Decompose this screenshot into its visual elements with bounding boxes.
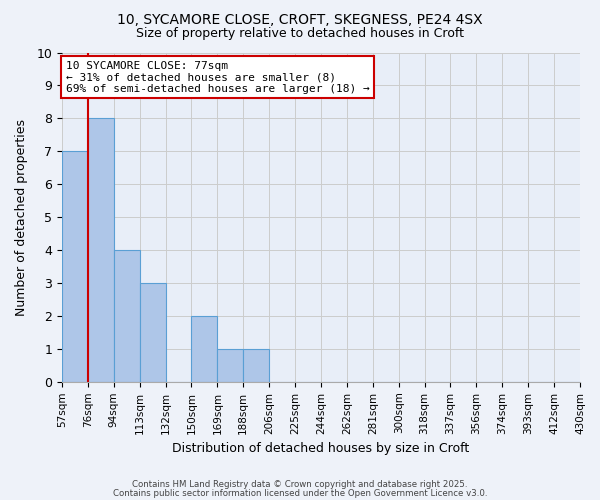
Text: Contains public sector information licensed under the Open Government Licence v3: Contains public sector information licen… — [113, 489, 487, 498]
Y-axis label: Number of detached properties: Number of detached properties — [15, 118, 28, 316]
Text: Contains HM Land Registry data © Crown copyright and database right 2025.: Contains HM Land Registry data © Crown c… — [132, 480, 468, 489]
X-axis label: Distribution of detached houses by size in Croft: Distribution of detached houses by size … — [172, 442, 470, 455]
Bar — [243, 349, 269, 382]
Text: Size of property relative to detached houses in Croft: Size of property relative to detached ho… — [136, 28, 464, 40]
Text: 10, SYCAMORE CLOSE, CROFT, SKEGNESS, PE24 4SX: 10, SYCAMORE CLOSE, CROFT, SKEGNESS, PE2… — [117, 12, 483, 26]
Bar — [62, 152, 88, 382]
Bar — [88, 118, 114, 382]
Bar — [217, 349, 243, 382]
Bar — [140, 283, 166, 382]
Text: 10 SYCAMORE CLOSE: 77sqm
← 31% of detached houses are smaller (8)
69% of semi-de: 10 SYCAMORE CLOSE: 77sqm ← 31% of detach… — [66, 60, 370, 94]
Bar — [114, 250, 140, 382]
Bar — [191, 316, 217, 382]
